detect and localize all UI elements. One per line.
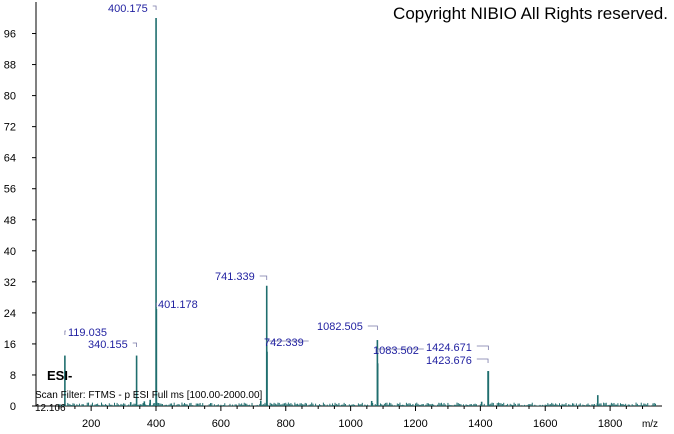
x-tick-label: 1400 <box>468 418 492 430</box>
peak-label: 1423.676 <box>426 355 472 367</box>
y-tick-label: 48 <box>4 215 16 227</box>
peak-label-connector <box>476 358 489 363</box>
x-tick-label: 1800 <box>598 418 622 430</box>
peak-label: 119.035 <box>68 327 107 339</box>
peak-label-connector <box>476 345 489 350</box>
x-tick-label: 800 <box>277 418 295 430</box>
peak-label: 742.339 <box>264 337 304 349</box>
y-tick-label: 64 <box>4 153 16 165</box>
peak-label: 1082.505 <box>317 321 363 333</box>
y-tick-label: 24 <box>4 308 16 320</box>
peak-label-connector <box>367 325 378 330</box>
peak-label: 401.178 <box>158 299 198 311</box>
y-tick-label: 96 <box>4 29 16 41</box>
peak-label-connector <box>266 340 309 345</box>
copyright-notice: Copyright NIBIO All Rights reserved. <box>393 4 668 23</box>
y-tick-label: 40 <box>4 246 16 258</box>
x-tick-label: 400 <box>147 418 165 430</box>
peak-label-connector <box>377 348 424 353</box>
x-tick-label: 1600 <box>533 418 557 430</box>
retention-time-text: 12.106 <box>35 403 66 414</box>
peak-label-connector <box>259 275 268 280</box>
peak-label: 340.155 <box>88 339 128 351</box>
x-tick-label: 1000 <box>338 418 362 430</box>
y-tick-label: 8 <box>10 370 16 382</box>
y-tick-label: 0 <box>10 401 16 413</box>
peak-label-connector <box>64 330 66 335</box>
y-tick-label: 88 <box>4 60 16 72</box>
y-tick-label: 56 <box>4 184 16 196</box>
x-axis-label: m/z <box>642 419 658 430</box>
peak-label: 741.339 <box>215 271 255 283</box>
x-tick-label: 200 <box>82 418 100 430</box>
x-tick-label: 1200 <box>403 418 427 430</box>
x-tick-label: 600 <box>212 418 230 430</box>
ion-mode-label: ESI- <box>47 368 73 383</box>
y-tick-label: 16 <box>4 339 16 351</box>
peak-label-connector <box>152 5 157 10</box>
peak-label: 400.175 <box>108 3 148 15</box>
y-tick-label: 72 <box>4 122 16 134</box>
peak-label: 1083.502 <box>373 345 419 357</box>
y-tick-label: 80 <box>4 91 16 103</box>
peak-label-connector <box>132 342 137 347</box>
scan-filter-text: Scan Filter: FTMS - p ESI Full ms [100.0… <box>35 390 263 401</box>
y-tick-label: 32 <box>4 277 16 289</box>
peak-label: 1424.671 <box>426 342 472 354</box>
